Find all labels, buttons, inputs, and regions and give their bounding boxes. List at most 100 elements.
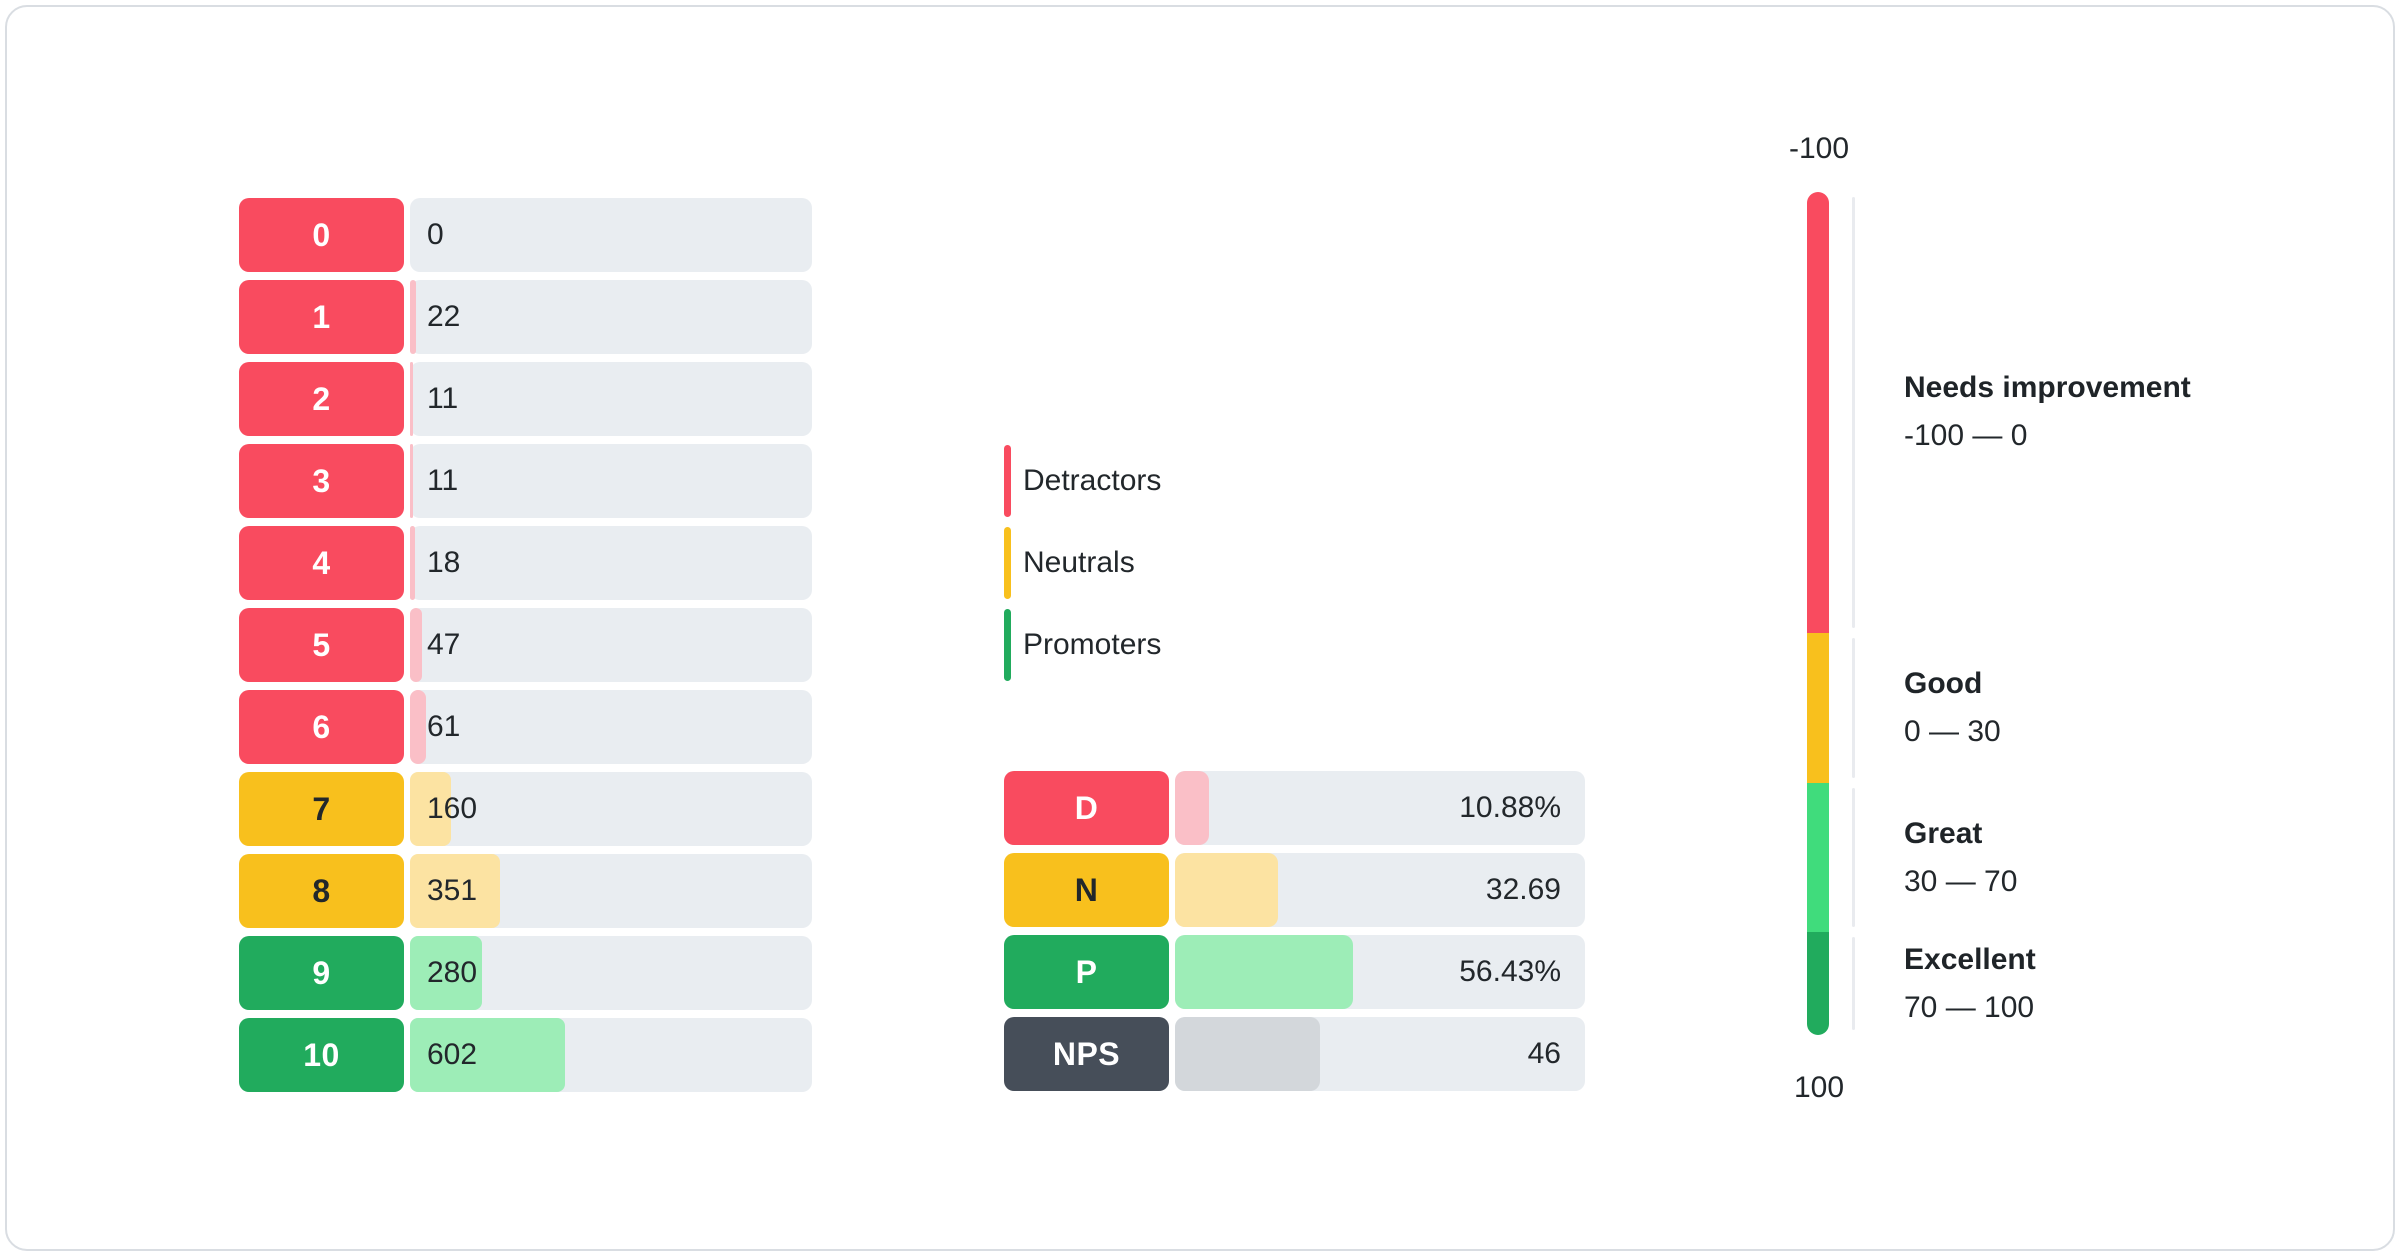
gauge-section-range: 70 — 100 bbox=[1904, 990, 2035, 1024]
score-bar-fill bbox=[410, 690, 426, 764]
score-count: 280 bbox=[427, 956, 478, 989]
score-row-8: 8 351 bbox=[239, 854, 812, 928]
score-bar-fill bbox=[410, 444, 413, 518]
score-count: 61 bbox=[427, 710, 461, 743]
summary-bar-fill bbox=[1175, 935, 1353, 1009]
score-bar-track: 160 bbox=[410, 772, 812, 846]
gauge-segment-great bbox=[1807, 782, 1829, 933]
score-row-10: 10 602 bbox=[239, 1018, 812, 1092]
promoters-swatch-icon bbox=[1004, 609, 1011, 681]
score-distribution-chart: 0 0 1 22 2 11 3 11 bbox=[239, 198, 812, 1100]
gauge-bar bbox=[1807, 192, 1829, 1035]
score-badge-0: 0 bbox=[239, 198, 404, 272]
gauge-section-excellent: Excellent 70 — 100 bbox=[1904, 943, 2036, 1025]
score-row-0: 0 0 bbox=[239, 198, 812, 272]
gauge-section-range: 30 — 70 bbox=[1904, 864, 2018, 898]
summary-bar-fill bbox=[1175, 853, 1279, 927]
score-bar-track: 61 bbox=[410, 690, 812, 764]
gauge-segment-good bbox=[1807, 632, 1829, 783]
score-badge-2: 2 bbox=[239, 362, 404, 436]
score-badge-10: 10 bbox=[239, 1018, 404, 1092]
gauge-axis-segment bbox=[1852, 637, 1855, 778]
gauge-section-title: Excellent bbox=[1904, 942, 2036, 976]
chart-legend: Detractors Neutrals Promoters bbox=[1004, 445, 1161, 691]
summary-badge-nps: NPS bbox=[1004, 1017, 1169, 1091]
score-bar-fill bbox=[410, 1018, 565, 1092]
gauge-section-title: Good bbox=[1904, 666, 1983, 700]
gauge-section-needs-improvement: Needs improvement -100 — 0 bbox=[1904, 371, 2191, 453]
summary-bar-fill bbox=[1175, 1017, 1321, 1091]
score-bar-track: 280 bbox=[410, 936, 812, 1010]
gauge-section-title: Needs improvement bbox=[1904, 371, 2191, 405]
legend-item-detractors: Detractors bbox=[1004, 445, 1161, 517]
score-row-6: 6 61 bbox=[239, 690, 812, 764]
score-bar-fill bbox=[410, 608, 423, 682]
gauge-section-good: Good 0 — 30 bbox=[1904, 667, 2001, 749]
score-bar-track: 602 bbox=[410, 1018, 812, 1092]
score-row-1: 1 22 bbox=[239, 280, 812, 354]
summary-bar-track: 46 bbox=[1175, 1017, 1585, 1091]
nps-report-card: 0 0 1 22 2 11 3 11 bbox=[5, 5, 2395, 1251]
gauge-min-label: -100 bbox=[1788, 132, 1850, 165]
score-row-3: 3 11 bbox=[239, 444, 812, 518]
gauge-segment-needs-improvement bbox=[1807, 192, 1829, 633]
summary-bar-track: 32.69 bbox=[1175, 853, 1585, 927]
score-bar-fill bbox=[410, 854, 501, 928]
score-bar-track: 11 bbox=[410, 444, 812, 518]
summary-row-detractors: D 10.88% bbox=[1004, 771, 1585, 845]
score-row-4: 4 18 bbox=[239, 526, 812, 600]
score-count: 160 bbox=[427, 792, 478, 825]
score-bar-fill bbox=[410, 772, 452, 846]
score-bar-track: 18 bbox=[410, 526, 812, 600]
score-bar-track: 351 bbox=[410, 854, 812, 928]
score-row-5: 5 47 bbox=[239, 608, 812, 682]
gauge-axis-segment bbox=[1852, 937, 1855, 1030]
score-count: 602 bbox=[427, 1038, 478, 1071]
neutrals-percent: 32.69 bbox=[1485, 873, 1561, 906]
detractors-swatch-icon bbox=[1004, 445, 1011, 517]
summary-badge-d: D bbox=[1004, 771, 1169, 845]
score-badge-8: 8 bbox=[239, 854, 404, 928]
score-badge-5: 5 bbox=[239, 608, 404, 682]
score-bar-track: 22 bbox=[410, 280, 812, 354]
score-bar-fill bbox=[410, 362, 413, 436]
score-count: 11 bbox=[427, 464, 459, 497]
score-bar-track: 0 bbox=[410, 198, 812, 272]
promoters-percent: 56.43% bbox=[1459, 955, 1561, 988]
score-count: 47 bbox=[427, 628, 461, 661]
score-bar-fill bbox=[410, 936, 482, 1010]
neutrals-swatch-icon bbox=[1004, 527, 1011, 599]
score-count: 22 bbox=[427, 300, 461, 333]
gauge-segment-excellent bbox=[1807, 932, 1829, 1035]
score-badge-1: 1 bbox=[239, 280, 404, 354]
legend-label: Neutrals bbox=[1023, 546, 1135, 579]
gauge-section-range: -100 — 0 bbox=[1904, 419, 2028, 453]
score-count: 351 bbox=[427, 874, 478, 907]
score-count: 0 bbox=[427, 218, 444, 251]
score-bar-track: 11 bbox=[410, 362, 812, 436]
score-row-7: 7 160 bbox=[239, 772, 812, 846]
summary-badge-n: N bbox=[1004, 853, 1169, 927]
score-bar-fill bbox=[410, 280, 416, 354]
score-row-9: 9 280 bbox=[239, 936, 812, 1010]
summary-row-promoters: P 56.43% bbox=[1004, 935, 1585, 1009]
legend-item-neutrals: Neutrals bbox=[1004, 527, 1161, 599]
legend-label: Detractors bbox=[1023, 464, 1162, 497]
summary-bar-track: 10.88% bbox=[1175, 771, 1585, 845]
legend-label: Promoters bbox=[1023, 628, 1162, 661]
score-row-2: 2 11 bbox=[239, 362, 812, 436]
score-badge-6: 6 bbox=[239, 690, 404, 764]
detractors-percent: 10.88% bbox=[1459, 791, 1561, 824]
gauge-axis-segment bbox=[1852, 787, 1855, 928]
summary-badge-p: P bbox=[1004, 935, 1169, 1009]
score-count: 18 bbox=[427, 546, 461, 579]
summary-bar-track: 56.43% bbox=[1175, 935, 1585, 1009]
gauge-axis-segment bbox=[1852, 197, 1855, 628]
summary-row-neutrals: N 32.69 bbox=[1004, 853, 1585, 927]
gauge-section-title: Great bbox=[1904, 816, 1983, 850]
score-bar-fill bbox=[410, 526, 415, 600]
gauge-section-range: 0 — 30 bbox=[1904, 714, 2001, 748]
gauge-max-label: 100 bbox=[1793, 1071, 1845, 1104]
nps-summary-chart: D 10.88% N 32.69 P 56.43% NPS 46 bbox=[1004, 771, 1585, 1099]
summary-row-nps: NPS 46 bbox=[1004, 1017, 1585, 1091]
